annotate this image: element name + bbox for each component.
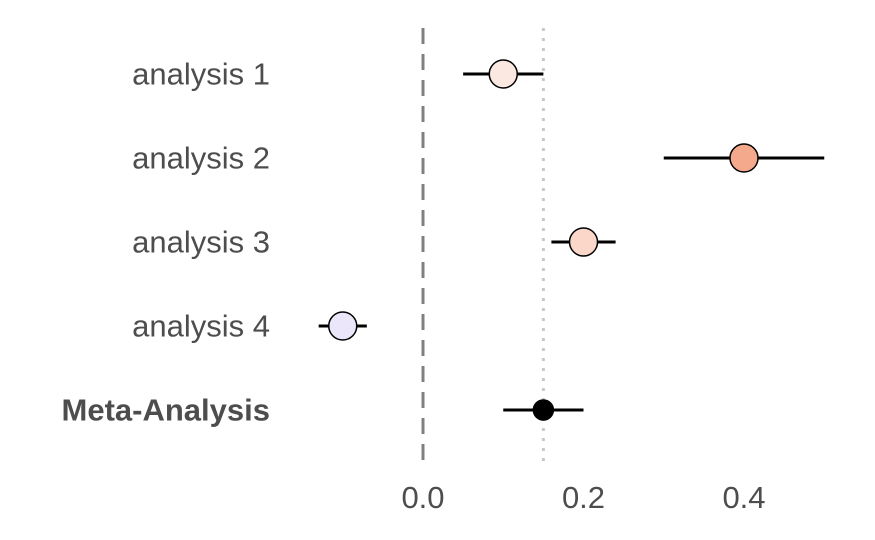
x-tick-label: 0.2 — [562, 480, 605, 515]
estimate-point — [729, 143, 759, 173]
meta-analysis-point — [532, 399, 555, 421]
estimate-point — [328, 311, 358, 341]
x-tick-label: 0.0 — [401, 480, 444, 515]
meta-analysis-label: Meta-Analysis — [62, 393, 270, 428]
row-label: analysis 3 — [132, 225, 270, 260]
estimate-point — [488, 59, 518, 89]
row-label: analysis 2 — [132, 141, 270, 176]
x-tick-label: 0.4 — [722, 480, 765, 515]
row-label: analysis 4 — [132, 309, 270, 344]
row-label: analysis 1 — [132, 57, 270, 92]
estimate-point — [568, 227, 599, 257]
